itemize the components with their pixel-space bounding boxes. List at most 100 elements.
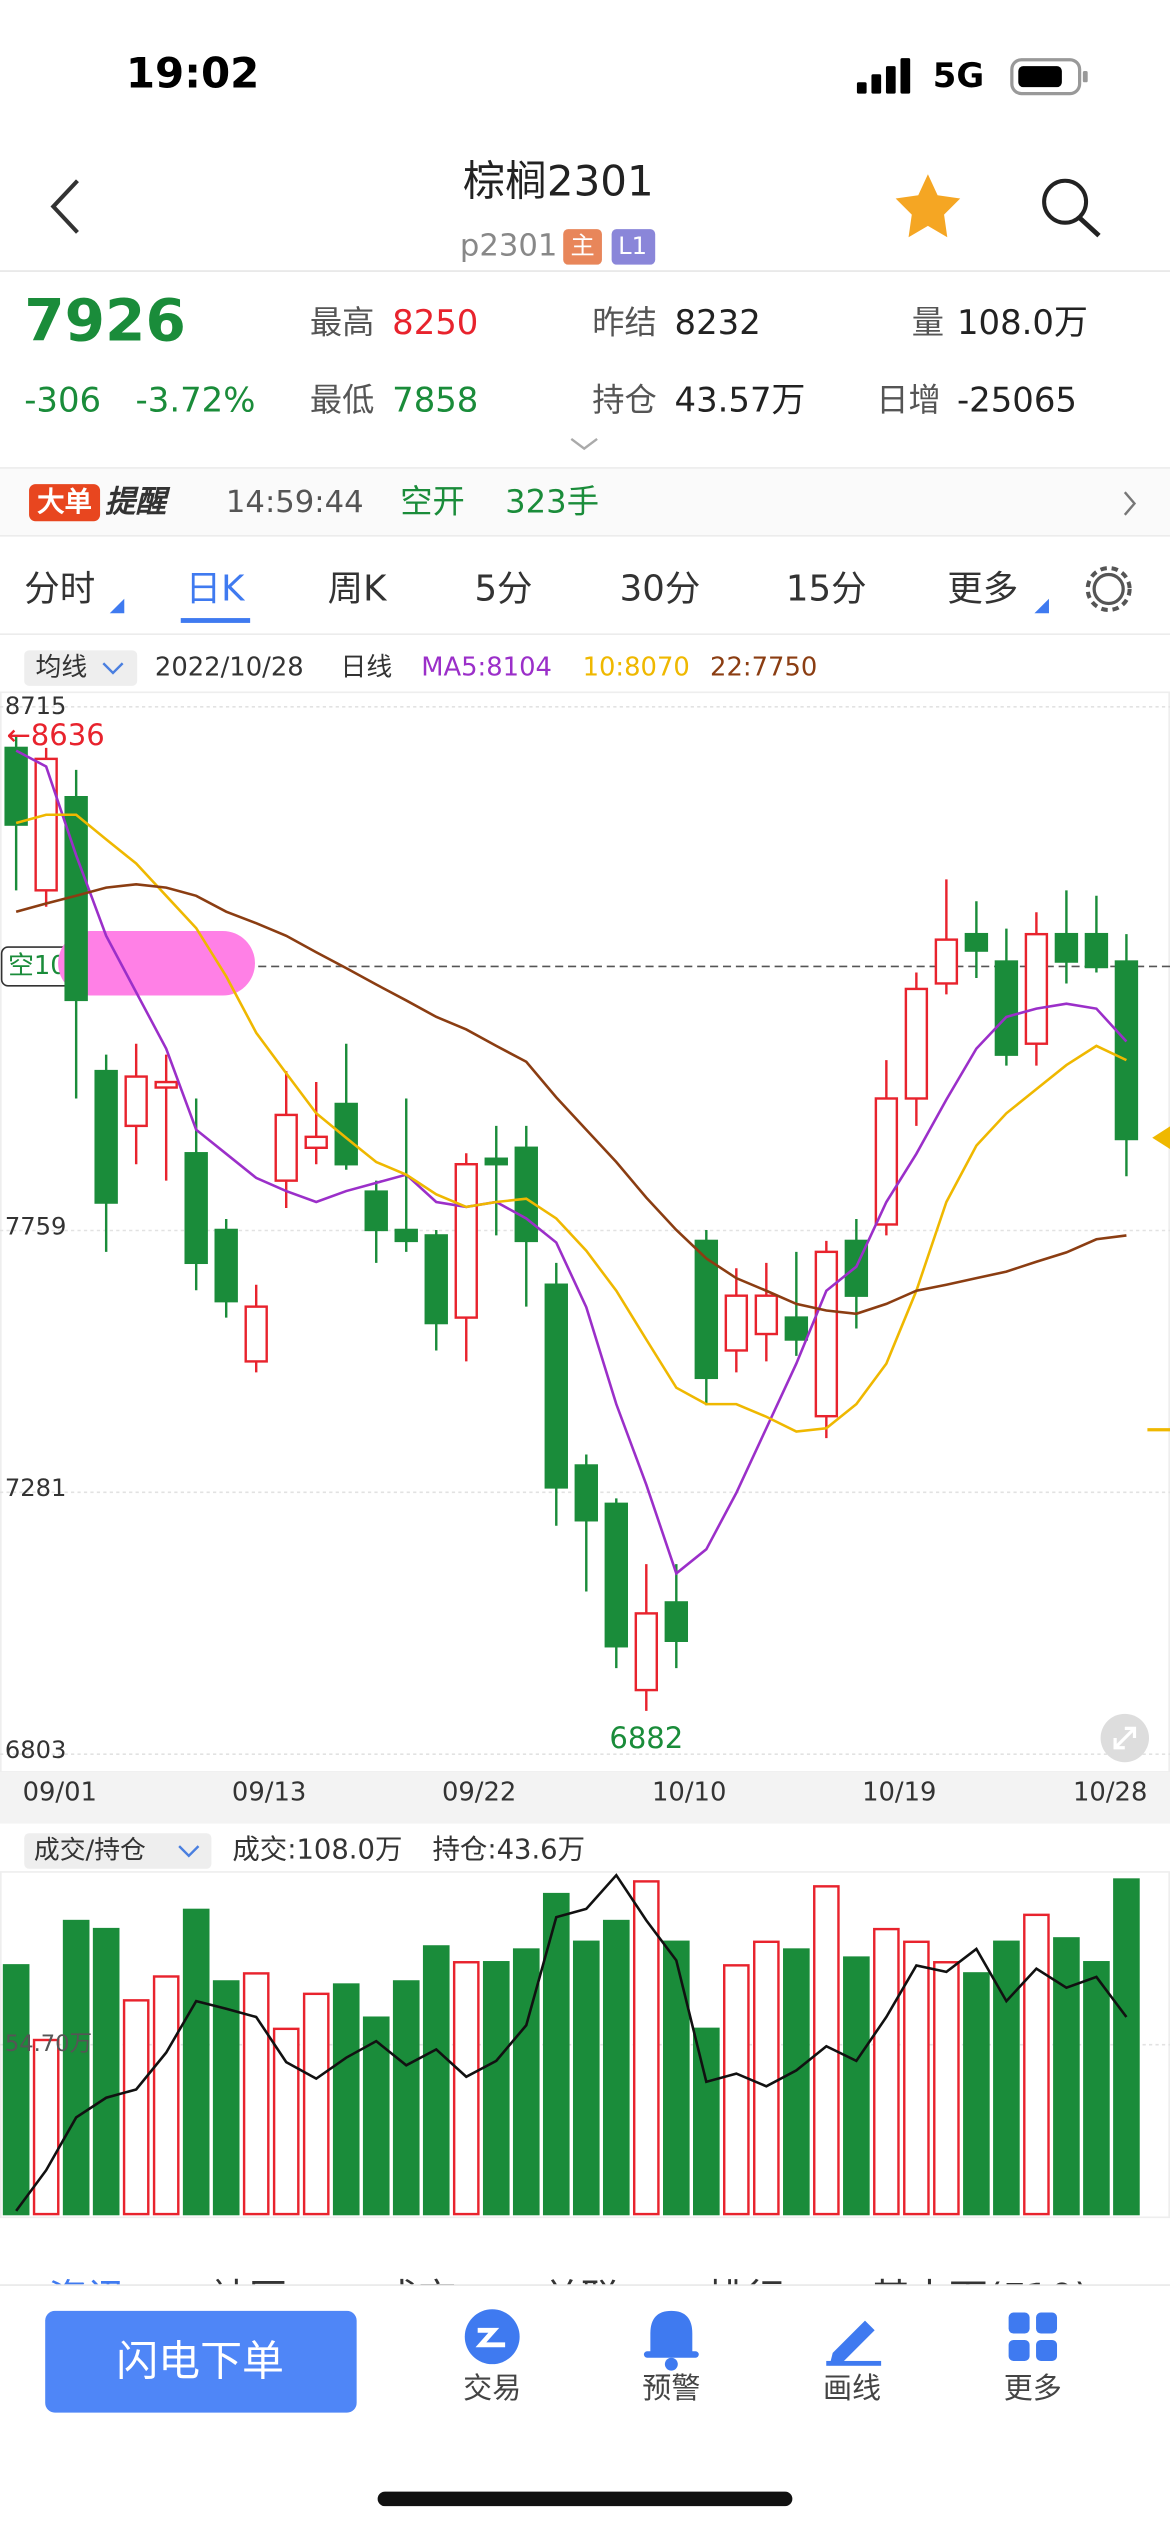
ma-selector[interactable]: 均线 bbox=[36, 653, 88, 683]
tab[interactable]: 30分 bbox=[620, 569, 701, 610]
y-tick-label: 6803 bbox=[5, 1736, 67, 1764]
volume-bar bbox=[662, 1940, 690, 2216]
volume-bar bbox=[392, 1980, 420, 2216]
candle-body bbox=[454, 1163, 478, 1319]
volume-bar bbox=[482, 1961, 510, 2216]
volume-bar bbox=[572, 1940, 600, 2216]
back-button[interactable] bbox=[50, 179, 79, 234]
volume-bar bbox=[1023, 1913, 1050, 2216]
x-tick-label: 10/10 bbox=[652, 1777, 726, 1807]
x-tick-label: 09/01 bbox=[23, 1777, 97, 1807]
trade-icon[interactable] bbox=[464, 2309, 520, 2365]
volume-bar bbox=[452, 1961, 480, 2216]
volume-bar bbox=[993, 1940, 1020, 2216]
volume-bar bbox=[2, 1964, 30, 2216]
status-time: 19:02 bbox=[126, 48, 260, 97]
search-button[interactable] bbox=[1042, 178, 1101, 238]
volume-bar bbox=[302, 1992, 330, 2216]
y-tick-label: 54.70万 bbox=[5, 2031, 92, 2057]
favorite-star[interactable] bbox=[895, 174, 961, 238]
candle-body bbox=[664, 1601, 689, 1642]
alert-row[interactable] bbox=[0, 467, 1170, 536]
candle-body bbox=[184, 1152, 208, 1265]
volume-bar bbox=[963, 1972, 990, 2216]
candle-body bbox=[724, 1294, 749, 1352]
legend-entry: 成交:108.0万 bbox=[232, 1834, 402, 1865]
legend-entry: 持仓:43.6万 bbox=[432, 1834, 585, 1865]
vol-selector[interactable]: 成交/持仓 bbox=[34, 1835, 146, 1865]
volume-bar bbox=[62, 1919, 90, 2216]
y-tick-label: 7281 bbox=[5, 1474, 67, 1502]
volume-bar bbox=[903, 1940, 930, 2216]
bottom-item-label[interactable]: 交易 bbox=[463, 2371, 521, 2405]
candle-body bbox=[904, 987, 929, 1100]
volume-bar bbox=[873, 1927, 900, 2216]
legend-date: 2022/10/28 bbox=[155, 653, 304, 683]
x-tick-label: 10/19 bbox=[862, 1777, 936, 1807]
legend-entry: 10:8070 bbox=[583, 653, 690, 683]
change-pct: -3.72% bbox=[136, 380, 256, 419]
candle-body bbox=[604, 1502, 628, 1648]
open-interest-label: 持仓 bbox=[592, 381, 657, 419]
bottom-item-label[interactable]: 画线 bbox=[823, 2371, 881, 2405]
code: p2301 bbox=[460, 228, 557, 263]
candle-body bbox=[754, 1294, 779, 1336]
x-tick-label: 10/28 bbox=[1073, 1777, 1147, 1807]
alert-tag-bg bbox=[29, 484, 101, 522]
badge-level: L1 bbox=[618, 232, 647, 260]
candle-body bbox=[1024, 932, 1049, 1045]
alert-icon[interactable] bbox=[643, 2310, 699, 2371]
volume-bar bbox=[512, 1948, 540, 2216]
volume-bar bbox=[542, 1892, 570, 2216]
tab[interactable]: 15分 bbox=[786, 569, 867, 610]
candle-body bbox=[484, 1157, 508, 1166]
tab[interactable]: 更多 bbox=[947, 569, 1018, 610]
tab-underline bbox=[180, 618, 251, 623]
volume-bar bbox=[212, 1980, 240, 2216]
order-button-label[interactable]: 闪电下单 bbox=[116, 2337, 284, 2386]
min-marker: 6882 bbox=[609, 1721, 683, 1755]
volume-bar bbox=[152, 1975, 180, 2216]
tab[interactable]: 5分 bbox=[474, 569, 532, 610]
legend-period: 日线 bbox=[341, 653, 393, 683]
order-button[interactable] bbox=[45, 2310, 357, 2413]
candle-body bbox=[1054, 932, 1079, 963]
volume-bar bbox=[783, 1948, 810, 2216]
candle-body bbox=[304, 1135, 328, 1149]
volume-bar bbox=[32, 2038, 60, 2216]
alert-arrow bbox=[1123, 491, 1137, 516]
tab[interactable]: 日K bbox=[186, 569, 247, 610]
candle-body bbox=[334, 1102, 358, 1166]
more-icon[interactable] bbox=[1008, 2312, 1058, 2361]
settings-button[interactable] bbox=[1085, 566, 1132, 613]
candle-body bbox=[364, 1190, 388, 1232]
daily-increase-label: 日增 bbox=[876, 381, 941, 419]
bottom-item-label[interactable]: 更多 bbox=[1004, 2371, 1062, 2405]
high: 8250 bbox=[392, 303, 478, 342]
legend-entry: MA5:8104 bbox=[421, 653, 552, 683]
candle-body bbox=[4, 746, 28, 826]
tab[interactable]: 周K bbox=[328, 569, 389, 610]
candle-body bbox=[784, 1316, 809, 1341]
change: -306 bbox=[24, 380, 101, 419]
x-tick-label: 09/22 bbox=[442, 1777, 516, 1807]
candle-body bbox=[244, 1305, 268, 1363]
draw-icon[interactable] bbox=[826, 2320, 882, 2366]
ma-line bbox=[15, 749, 1128, 1576]
candle-body bbox=[994, 960, 1019, 1056]
redaction bbox=[58, 930, 255, 996]
candle-body bbox=[34, 757, 58, 892]
ma-selector-bg[interactable] bbox=[24, 650, 138, 686]
bottom-item-label[interactable]: 预警 bbox=[642, 2371, 700, 2405]
home-indicator bbox=[377, 2491, 793, 2507]
date-axis-band bbox=[0, 1771, 1170, 1824]
zoom-icon bbox=[1113, 1726, 1137, 1750]
candle-body bbox=[874, 1097, 899, 1226]
vol-selector-bg[interactable] bbox=[24, 1833, 212, 1869]
selector-chevron bbox=[178, 1845, 200, 1858]
status-network: 5G bbox=[933, 56, 984, 95]
volume-bar bbox=[122, 1999, 150, 2216]
tab[interactable]: 分时 bbox=[24, 569, 95, 610]
expand-chevron[interactable] bbox=[570, 437, 598, 451]
